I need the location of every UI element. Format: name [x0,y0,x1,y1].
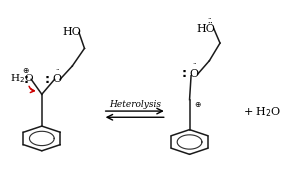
FancyArrowPatch shape [29,86,34,93]
Text: :: : [45,73,50,86]
Text: O: O [189,69,199,79]
Text: Heterolysis: Heterolysis [109,100,161,109]
Text: ··: ·· [55,67,59,73]
Text: ··: ·· [192,61,196,67]
Text: ⊕: ⊕ [194,100,200,109]
Text: HO: HO [63,27,82,38]
Text: :: : [24,73,29,86]
Text: ··: ·· [207,16,212,22]
Text: O: O [53,74,62,84]
Text: :: : [182,67,187,80]
Text: HÖ: HÖ [197,24,216,34]
Text: + H$_2$O: + H$_2$O [244,105,282,119]
Text: ⊕: ⊕ [22,66,29,75]
Text: H$_2$O: H$_2$O [10,72,34,85]
